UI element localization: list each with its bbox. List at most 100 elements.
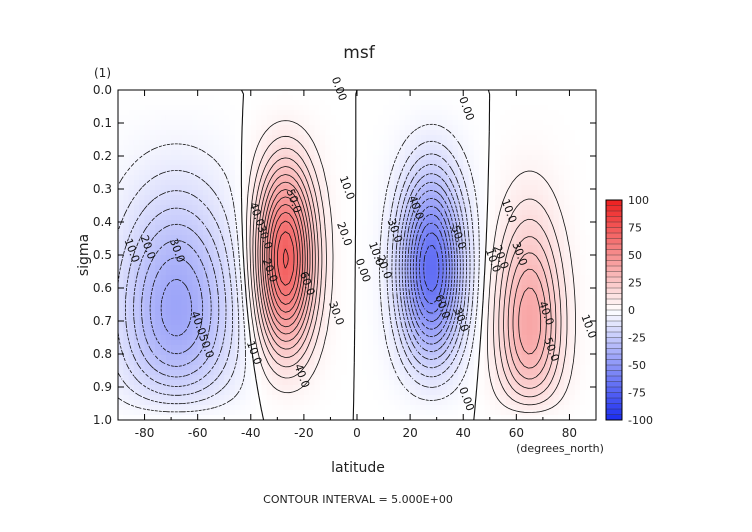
field-cell [500,290,507,296]
field-cell [282,350,289,356]
field-cell [452,240,459,246]
field-cell [240,145,247,151]
field-cell [330,100,337,106]
field-cell [590,265,596,271]
field-cell [181,195,188,201]
field-cell [287,95,294,101]
field-cell [218,320,225,326]
field-cell [367,150,374,156]
field-cell [399,240,406,246]
field-cell [404,110,411,116]
field-cell [293,365,300,371]
field-cell [415,205,422,211]
field-cell [144,360,151,366]
field-cell [155,95,162,101]
field-cell [325,270,332,276]
field-cell [367,235,374,241]
field-cell [165,125,172,131]
field-cell [272,130,278,136]
field-cell [473,150,480,156]
field-cell [250,145,257,151]
field-cell [176,230,183,236]
field-cell [558,100,565,106]
field-cell [484,160,491,166]
field-cell [250,320,257,326]
field-cell [388,340,395,346]
field-cell [250,355,257,361]
field-cell [574,335,581,341]
field-cell [558,205,565,211]
field-cell [426,245,432,251]
field-cell [473,125,480,131]
field-cell [218,225,225,231]
field-cell [473,320,480,326]
field-cell [426,340,432,346]
field-cell [197,270,204,276]
field-cell [484,300,491,306]
field-cell [192,255,199,261]
field-cell [176,220,183,226]
field-cell [330,220,337,226]
field-cell [256,310,262,316]
field-cell [447,95,454,101]
field-cell [234,250,241,256]
field-cell [213,365,220,371]
field-cell [176,140,183,146]
field-cell [378,330,385,336]
field-cell [404,260,411,266]
field-cell [431,205,438,211]
field-cell [590,205,596,211]
field-cell [330,185,337,191]
field-cell [277,175,284,181]
field-cell [293,180,300,186]
field-cell [187,270,193,276]
field-cell [218,270,225,276]
field-cell [526,275,533,281]
field-cell [394,115,401,121]
field-cell [378,355,385,361]
field-cell [526,330,533,336]
field-cell [314,140,321,146]
field-cell [335,180,342,186]
field-cell [468,215,475,221]
field-cell [516,325,523,331]
field-cell [139,305,146,311]
field-cell [394,350,401,356]
field-cell [473,180,480,186]
field-cell [160,315,167,321]
field-cell [436,160,443,166]
field-cell [415,100,422,106]
field-cell [261,100,268,106]
field-cell [346,355,353,361]
field-cell [426,220,432,226]
field-cell [346,175,353,181]
field-cell [590,185,596,191]
field-cell [420,300,427,306]
field-cell [266,140,273,146]
field-cell [542,125,549,131]
field-cell [202,230,209,236]
field-cell [367,100,374,106]
field-cell [139,205,146,211]
field-cell [181,100,188,106]
field-cell [463,310,470,316]
field-cell [165,295,172,301]
field-cell [330,140,337,146]
field-cell [473,160,480,166]
field-cell [574,150,581,156]
field-cell [548,345,555,351]
field-cell [335,155,342,161]
field-cell [441,150,448,156]
field-cell [473,120,480,126]
field-cell [542,100,549,106]
field-cell [277,265,284,271]
field-cell [357,360,363,366]
field-cell [505,320,512,326]
field-cell [144,185,151,191]
field-cell [335,255,342,261]
field-cell [388,305,395,311]
field-cell [410,330,417,336]
field-cell [553,285,560,291]
field-cell [325,230,332,236]
field-cell [415,130,422,136]
